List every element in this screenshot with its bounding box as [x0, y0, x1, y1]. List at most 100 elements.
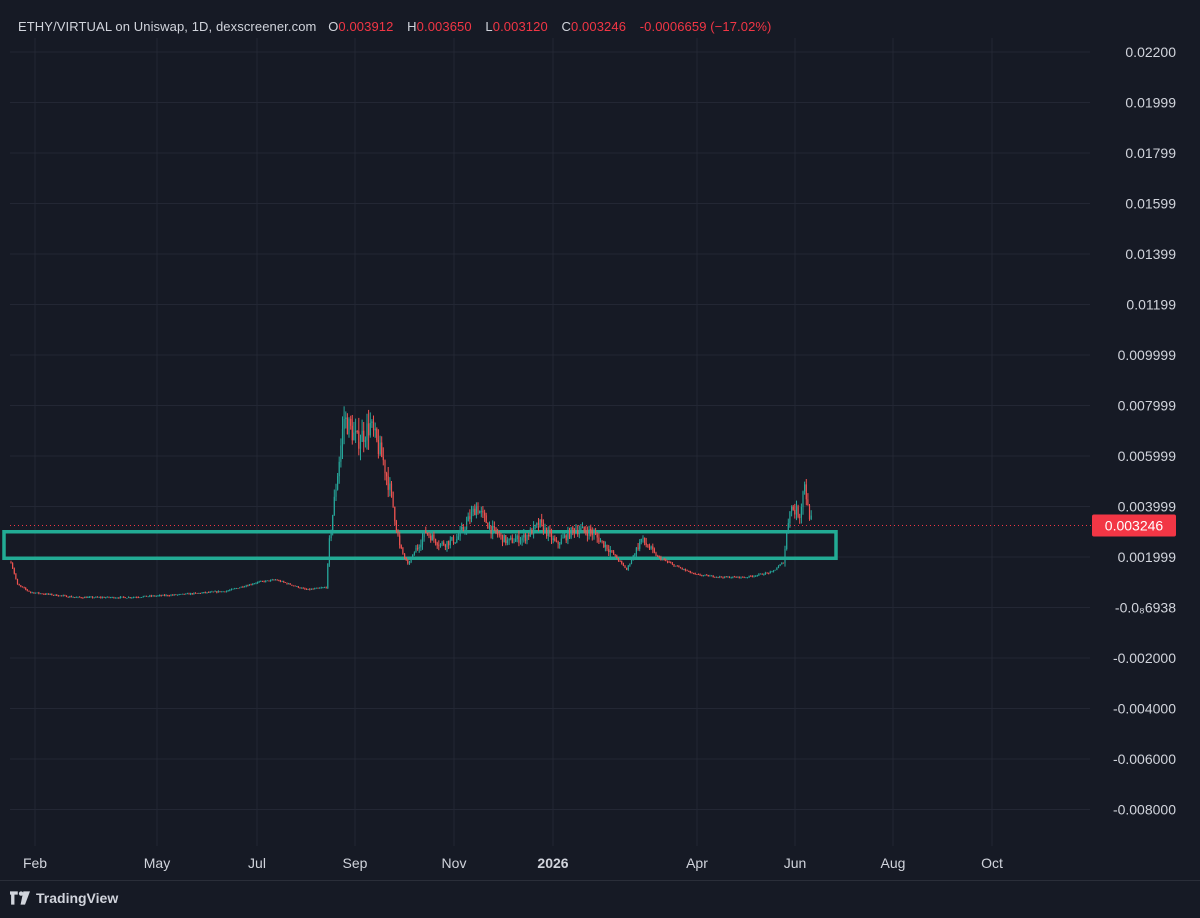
candle-body: [79, 596, 81, 598]
candle-body: [190, 593, 192, 595]
candle-body: [565, 535, 567, 541]
candle-body: [114, 597, 117, 599]
candle-body: [490, 525, 492, 535]
candle-body: [714, 577, 716, 578]
candle-body: [452, 537, 455, 544]
candle-body: [426, 533, 428, 534]
candle-body: [564, 535, 566, 538]
candle-body: [381, 442, 383, 457]
candle-body: [591, 531, 593, 535]
candle-body: [75, 597, 77, 598]
candle-body: [30, 591, 32, 593]
price-tick-label: -0.004000: [1113, 701, 1176, 717]
candle-body: [227, 590, 229, 592]
candle-body: [271, 579, 273, 581]
candle-body: [337, 476, 339, 490]
candle-body: [69, 596, 71, 598]
candle-body: [712, 575, 714, 577]
candle-body: [43, 593, 45, 595]
candle-body: [730, 577, 732, 579]
candle-body: [372, 421, 375, 431]
candle-body: [784, 549, 786, 564]
candle-body: [668, 561, 670, 563]
change-value: -0.0006659 (−17.02%): [639, 19, 772, 34]
candle-body: [281, 581, 283, 582]
candle-body: [508, 538, 510, 541]
candle-body: [624, 565, 626, 568]
candle-body: [763, 574, 765, 576]
candle-body: [572, 527, 574, 530]
time-tick-label: May: [144, 855, 170, 871]
candle-body: [214, 591, 216, 593]
candle-body: [459, 530, 461, 537]
candle-body: [390, 483, 393, 492]
candle-body: [487, 523, 489, 529]
candle-body: [20, 585, 22, 587]
candle-body: [310, 588, 313, 590]
low-label: L: [485, 19, 493, 34]
candle-body: [175, 594, 177, 596]
footer-bar: TradingView: [0, 880, 1200, 918]
candle-body: [676, 565, 678, 567]
candle-body: [177, 594, 179, 596]
candle-body: [217, 591, 219, 593]
candle-body: [306, 589, 308, 590]
candle-body: [377, 440, 379, 455]
tradingview-brand[interactable]: TradingView: [10, 890, 118, 906]
candle-body: [48, 593, 50, 595]
candle-body: [296, 586, 298, 587]
candle-body: [438, 545, 440, 547]
candle-body: [720, 576, 722, 578]
candle-body: [274, 579, 277, 581]
candle-body: [679, 567, 682, 569]
candle-body: [759, 573, 762, 575]
candle-body: [356, 431, 358, 432]
candle-body: [805, 484, 807, 500]
candle-body: [472, 508, 474, 512]
candle-body: [106, 596, 108, 598]
candle-body: [513, 541, 515, 543]
candle-body: [595, 532, 597, 535]
candle-body: [364, 440, 366, 442]
candle-body: [108, 596, 110, 598]
candle-body: [711, 575, 713, 577]
candle-body: [230, 589, 233, 590]
candle-body: [603, 541, 605, 548]
candle-body: [570, 527, 572, 538]
candle-body: [240, 586, 242, 588]
time-tick-label: Jul: [248, 855, 266, 871]
candle-body: [307, 588, 309, 590]
candle-body: [242, 586, 244, 588]
candle-body: [371, 421, 373, 423]
candle-body: [645, 542, 647, 546]
candle-body: [77, 596, 79, 598]
candle-body: [573, 529, 575, 533]
candle-body: [418, 547, 420, 549]
candle-body: [789, 511, 791, 524]
candle-body: [348, 418, 350, 435]
candle-body: [474, 508, 476, 516]
candle-body: [283, 581, 285, 583]
candle-body: [534, 525, 536, 526]
price-tick-label: 0.003999: [1118, 499, 1177, 515]
candle-body: [191, 593, 193, 595]
candle-body: [428, 534, 430, 536]
candles: [10, 406, 812, 599]
candle-body: [397, 530, 399, 536]
candle-body: [439, 543, 442, 546]
candle-body: [544, 527, 546, 533]
candle-body: [642, 537, 644, 539]
candle-body: [28, 590, 30, 592]
candle-body: [580, 528, 582, 532]
candle-body: [121, 596, 123, 598]
candle-body: [198, 593, 200, 594]
candle-body: [168, 595, 170, 597]
candle-body: [794, 509, 796, 515]
candle-body: [417, 548, 419, 549]
candle-body: [606, 544, 608, 550]
candle-body: [678, 566, 680, 568]
candle-body: [686, 570, 688, 572]
candle-body: [549, 530, 551, 533]
candle-body: [495, 527, 497, 532]
